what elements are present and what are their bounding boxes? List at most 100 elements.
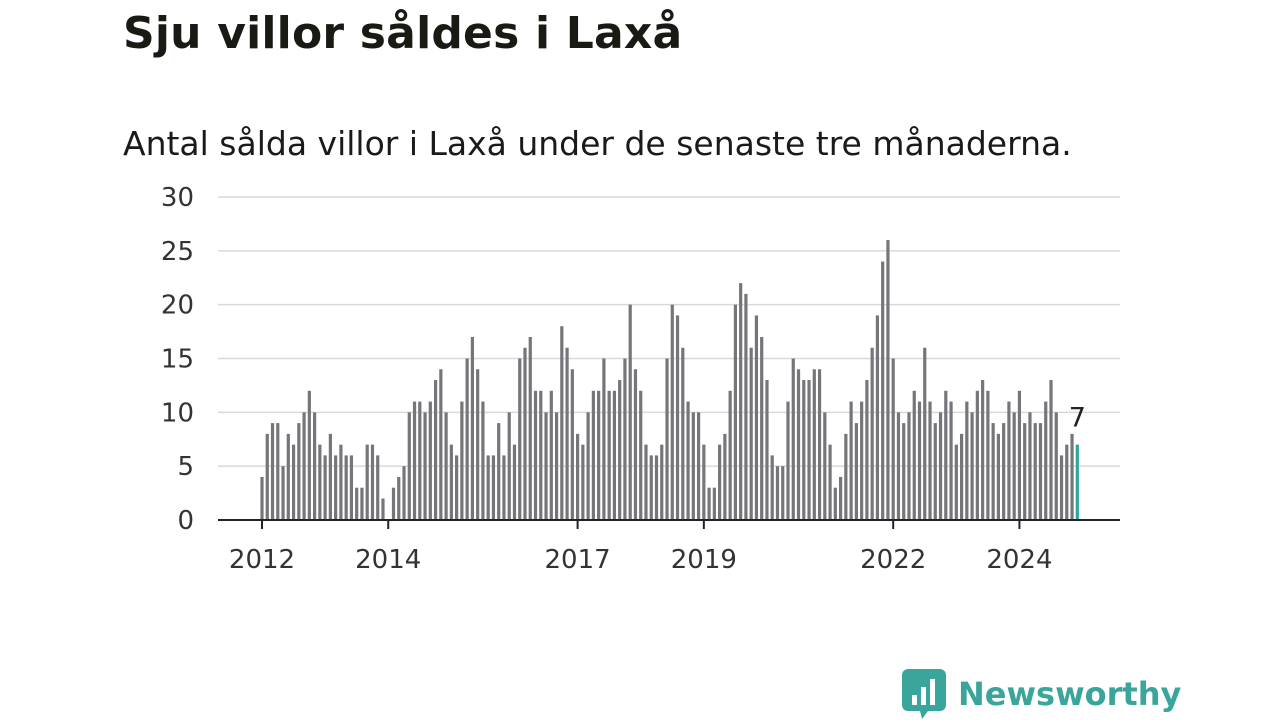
bar bbox=[481, 401, 485, 520]
bar bbox=[786, 401, 790, 520]
bar bbox=[981, 380, 985, 520]
bar bbox=[581, 444, 585, 520]
bar bbox=[944, 390, 948, 520]
x-axis-ticks: 2012 2014 2017 2019 2022 2024 bbox=[229, 520, 1053, 575]
bar bbox=[670, 304, 674, 520]
bar bbox=[502, 455, 506, 520]
brand-name: Newsworthy bbox=[958, 675, 1182, 713]
x-tick-label: 2012 bbox=[229, 545, 295, 575]
bar bbox=[1049, 380, 1053, 520]
bar bbox=[1033, 423, 1037, 520]
bar bbox=[775, 466, 780, 520]
bar bbox=[965, 401, 969, 520]
bar bbox=[602, 358, 606, 520]
chart-title: Sju villor såldes i Laxå bbox=[123, 8, 683, 59]
bar bbox=[507, 412, 511, 520]
bar bbox=[849, 401, 853, 520]
bar bbox=[370, 444, 375, 520]
bar bbox=[460, 401, 464, 520]
bar bbox=[318, 444, 322, 520]
bar bbox=[923, 347, 927, 520]
bar bbox=[265, 433, 269, 520]
bar bbox=[959, 433, 964, 520]
x-tick-label: 2017 bbox=[545, 545, 611, 575]
bar bbox=[449, 444, 453, 520]
bar bbox=[812, 369, 816, 520]
bar bbox=[1054, 412, 1058, 520]
bar bbox=[802, 380, 806, 520]
bar bbox=[623, 358, 627, 520]
bar bbox=[276, 423, 280, 520]
gridlines bbox=[218, 196, 1120, 467]
bar bbox=[360, 487, 364, 520]
bar bbox=[896, 412, 901, 520]
bar bbox=[996, 433, 1000, 520]
bar bbox=[917, 401, 922, 520]
bar bbox=[544, 412, 548, 520]
bar bbox=[654, 455, 659, 520]
bar bbox=[1002, 423, 1006, 520]
bar bbox=[865, 380, 869, 520]
bar bbox=[675, 315, 680, 520]
bar bbox=[891, 358, 895, 520]
bars bbox=[260, 240, 1079, 520]
bar bbox=[691, 412, 695, 520]
y-tick-label: 10 bbox=[161, 398, 194, 428]
bar bbox=[823, 412, 827, 520]
bar bbox=[902, 423, 906, 520]
bar bbox=[628, 304, 632, 520]
bar bbox=[570, 369, 574, 520]
bar bbox=[796, 369, 801, 520]
bar bbox=[681, 347, 685, 520]
bar bbox=[665, 358, 669, 520]
bar bbox=[313, 412, 317, 520]
bar bbox=[554, 412, 559, 520]
bar bbox=[718, 444, 722, 520]
x-tick-label: 2014 bbox=[355, 545, 421, 575]
bar bbox=[854, 423, 858, 520]
bar bbox=[760, 336, 764, 520]
bar bbox=[586, 412, 590, 520]
bar bbox=[881, 261, 885, 520]
bar bbox=[286, 433, 290, 520]
y-tick-label: 20 bbox=[161, 291, 194, 321]
bar bbox=[291, 444, 296, 520]
bar-chart-speech-bubble-icon bbox=[902, 669, 946, 719]
bar bbox=[428, 401, 432, 520]
y-tick-label: 0 bbox=[177, 506, 194, 536]
x-tick-label: 2022 bbox=[860, 545, 926, 575]
bar bbox=[886, 240, 890, 520]
bar bbox=[497, 423, 501, 520]
bar bbox=[334, 455, 338, 520]
bar bbox=[970, 412, 974, 520]
bar bbox=[1028, 412, 1032, 520]
bar bbox=[439, 369, 443, 520]
bar bbox=[875, 315, 880, 520]
bar bbox=[518, 358, 522, 520]
bar bbox=[975, 390, 979, 520]
bar bbox=[807, 380, 811, 520]
highlight-bar bbox=[1075, 444, 1079, 520]
bar bbox=[281, 466, 285, 520]
y-axis-ticks: 0 5 10 15 20 25 30 bbox=[161, 183, 194, 536]
bar bbox=[749, 347, 753, 520]
bar bbox=[639, 390, 643, 520]
bar bbox=[1065, 444, 1069, 520]
bar bbox=[528, 336, 532, 520]
bar bbox=[1070, 433, 1074, 520]
bar bbox=[344, 455, 348, 520]
bar bbox=[933, 423, 937, 520]
bar bbox=[618, 380, 622, 520]
y-tick-label: 15 bbox=[161, 345, 194, 375]
bar bbox=[649, 455, 653, 520]
bar bbox=[433, 380, 438, 520]
highlight-value-label: 7 bbox=[1069, 403, 1086, 434]
bar bbox=[576, 433, 580, 520]
bar bbox=[533, 390, 538, 520]
bar bbox=[349, 455, 354, 520]
bar bbox=[339, 444, 343, 520]
brand-logo: Newsworthy bbox=[902, 668, 1181, 720]
bar bbox=[549, 390, 553, 520]
bar bbox=[1012, 412, 1016, 520]
